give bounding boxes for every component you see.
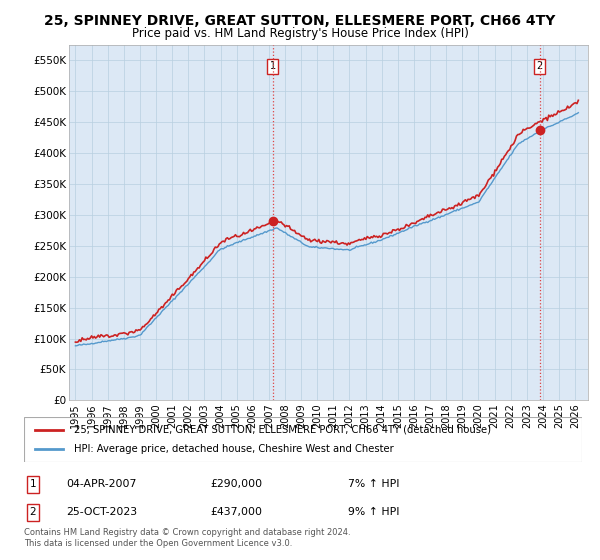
Text: 25, SPINNEY DRIVE, GREAT SUTTON, ELLESMERE PORT, CH66 4TY: 25, SPINNEY DRIVE, GREAT SUTTON, ELLESME… [44, 14, 556, 28]
Text: 7% ↑ HPI: 7% ↑ HPI [348, 479, 400, 489]
Text: HPI: Average price, detached house, Cheshire West and Chester: HPI: Average price, detached house, Ches… [74, 445, 394, 455]
Text: 9% ↑ HPI: 9% ↑ HPI [348, 507, 400, 517]
Text: 04-APR-2007: 04-APR-2007 [66, 479, 136, 489]
Text: 1: 1 [29, 479, 37, 489]
Text: £437,000: £437,000 [210, 507, 262, 517]
Text: 2: 2 [29, 507, 37, 517]
Text: 1: 1 [270, 62, 276, 72]
Text: Contains HM Land Registry data © Crown copyright and database right 2024.
This d: Contains HM Land Registry data © Crown c… [24, 528, 350, 548]
Text: 25, SPINNEY DRIVE, GREAT SUTTON, ELLESMERE PORT, CH66 4TY (detached house): 25, SPINNEY DRIVE, GREAT SUTTON, ELLESME… [74, 424, 491, 435]
Text: 25-OCT-2023: 25-OCT-2023 [66, 507, 137, 517]
Text: 2: 2 [536, 62, 543, 72]
Text: £290,000: £290,000 [210, 479, 262, 489]
Text: Price paid vs. HM Land Registry's House Price Index (HPI): Price paid vs. HM Land Registry's House … [131, 27, 469, 40]
